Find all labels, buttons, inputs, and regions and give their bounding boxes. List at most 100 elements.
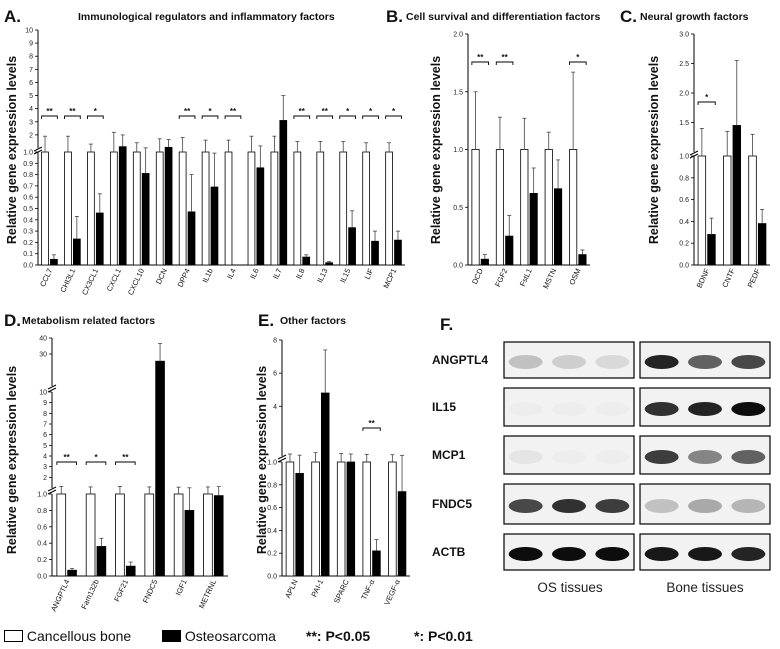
chart-title: Metabolism related factors bbox=[22, 315, 155, 327]
bar-osteosarcoma bbox=[732, 125, 741, 266]
blot-band bbox=[595, 450, 629, 464]
blot-band bbox=[552, 547, 586, 561]
axis-break-mark bbox=[689, 153, 699, 159]
significance-bracket bbox=[224, 115, 242, 119]
x-tick-label: FGF2 bbox=[493, 267, 509, 288]
significance-label: ** bbox=[477, 53, 484, 62]
y-tick-label: 0.0 bbox=[23, 263, 33, 270]
blot-band bbox=[508, 499, 543, 513]
significance-label: ** bbox=[299, 107, 306, 116]
blot-row-label: FNDC5 bbox=[432, 497, 472, 511]
x-tick-label: METRNL bbox=[197, 578, 218, 610]
significance-bracket bbox=[339, 115, 356, 119]
bar-osteosarcoma bbox=[164, 146, 173, 266]
y-tick-label: 8 bbox=[273, 338, 277, 345]
blot-band bbox=[688, 547, 722, 561]
x-tick-label: CX3CL1 bbox=[80, 267, 100, 297]
axis-break-mark bbox=[277, 457, 287, 463]
y-tick-label: 1.0 bbox=[679, 154, 689, 161]
y-tick-label: 0.2 bbox=[267, 551, 277, 558]
y-tick-label: 3.0 bbox=[679, 32, 689, 39]
significance-label: * bbox=[346, 107, 350, 116]
chart-panel-a: A. Immunological regulators and inflammat… bbox=[4, 7, 405, 297]
y-tick-label: 0.7 bbox=[23, 183, 33, 190]
blot-band bbox=[688, 402, 722, 416]
y-tick-label: 6 bbox=[273, 371, 277, 378]
x-tick-label: TNF-α bbox=[359, 577, 376, 601]
y-tick-label: 0.0 bbox=[267, 574, 277, 581]
bar-cancellous bbox=[64, 151, 72, 266]
chart-panel-d: D. Metabolism related factors Relative gen… bbox=[4, 311, 228, 613]
y-tick-label: 0.4 bbox=[37, 541, 47, 548]
x-tick-label: IL15 bbox=[338, 267, 352, 284]
blot-band bbox=[508, 450, 543, 464]
y-tick-label: 0.2 bbox=[37, 557, 47, 564]
x-tick-label: IL6 bbox=[248, 267, 261, 280]
panel-letter: E. bbox=[258, 311, 274, 330]
blot-band bbox=[644, 499, 679, 513]
significance-label: ** bbox=[69, 107, 76, 116]
significance-bracket bbox=[362, 115, 379, 119]
axis-break-mark bbox=[47, 489, 57, 495]
blot-band bbox=[731, 499, 766, 513]
significance-bracket bbox=[293, 115, 311, 119]
y-tick-label: 8 bbox=[43, 411, 47, 418]
bar-cancellous bbox=[723, 155, 732, 266]
y-tick-label: 0.6 bbox=[267, 505, 277, 512]
bar-cancellous bbox=[388, 461, 397, 577]
significance-label: ** bbox=[184, 107, 191, 116]
significance-bracket bbox=[569, 61, 587, 65]
y-tick-label: 5 bbox=[29, 93, 33, 100]
bar-osteosarcoma bbox=[67, 569, 77, 577]
bar-cancellous bbox=[132, 151, 141, 266]
chart-panel-e: E. Other factors Relative gene expression … bbox=[255, 311, 410, 607]
bar-cancellous bbox=[87, 151, 95, 266]
bar-cancellous bbox=[115, 493, 125, 577]
x-tick-label: IL8 bbox=[294, 267, 307, 280]
bar-cancellous bbox=[224, 151, 233, 266]
y-tick-label: 0.8 bbox=[37, 508, 47, 515]
y-tick-label: 8 bbox=[29, 54, 33, 61]
bar-cancellous bbox=[293, 151, 302, 266]
x-tick-label: BDNF bbox=[695, 267, 712, 290]
significance-label: * bbox=[208, 107, 212, 116]
bar-cancellous bbox=[56, 493, 67, 577]
bar-cancellous bbox=[471, 149, 480, 266]
bar-cancellous bbox=[339, 151, 348, 266]
blot-band bbox=[552, 355, 586, 369]
chart-title: Other factors bbox=[280, 315, 346, 327]
blot-band bbox=[688, 499, 722, 513]
y-axis-label: Relative gene expression levels bbox=[429, 56, 443, 244]
bar-osteosarcoma bbox=[320, 392, 330, 577]
x-tick-label: IL1b bbox=[201, 267, 215, 284]
x-tick-label: CCL7 bbox=[38, 267, 54, 288]
y-tick-label: 6 bbox=[43, 432, 47, 439]
axis-break-mark bbox=[33, 149, 43, 155]
bar-osteosarcoma bbox=[505, 235, 514, 266]
y-tick-label: 0.6 bbox=[679, 197, 689, 204]
y-tick-label: 10 bbox=[25, 28, 33, 35]
x-tick-label: MSTN bbox=[541, 267, 558, 290]
bar-cancellous bbox=[569, 149, 578, 266]
blot-band bbox=[508, 355, 543, 369]
bar-cancellous bbox=[155, 151, 164, 266]
y-tick-label: 0.8 bbox=[23, 172, 33, 179]
significance-label: ** bbox=[122, 453, 129, 462]
bar-osteosarcoma bbox=[394, 239, 402, 266]
legend-label-cancellous: Cancellous bone bbox=[26, 628, 132, 644]
panel-letter: C. bbox=[620, 7, 637, 26]
y-tick-label: 0.6 bbox=[23, 195, 33, 202]
x-tick-label: IL13 bbox=[315, 267, 329, 284]
y-tick-label: 0.9 bbox=[23, 161, 33, 168]
bar-cancellous bbox=[316, 151, 325, 266]
blot-box bbox=[503, 341, 635, 379]
panel-letter: B. bbox=[386, 7, 403, 26]
bar-osteosarcoma bbox=[95, 212, 104, 266]
bar-osteosarcoma bbox=[578, 254, 587, 266]
blot-band bbox=[731, 355, 766, 369]
y-tick-label: 0.6 bbox=[37, 524, 47, 531]
x-tick-label: PEDF bbox=[746, 267, 763, 289]
bar-cancellous bbox=[495, 149, 504, 266]
significance-bracket bbox=[64, 115, 81, 119]
bar-osteosarcoma bbox=[707, 234, 716, 266]
